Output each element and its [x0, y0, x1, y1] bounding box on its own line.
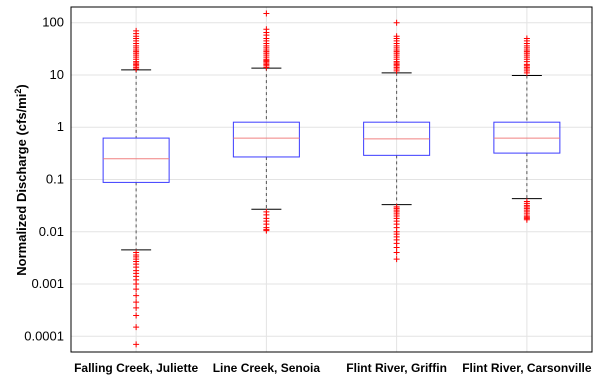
outlier-point — [263, 227, 270, 234]
outlier-point — [133, 304, 140, 311]
outlier-point — [393, 19, 400, 26]
y-tick-label: 10 — [50, 67, 64, 82]
category-labels: Falling Creek, Juliette Line Creek, Senoi… — [74, 361, 592, 375]
category-label: Falling Creek, Juliette — [74, 361, 198, 375]
y-tick-label: 0.0001 — [24, 328, 64, 343]
box-group — [232, 10, 300, 234]
outlier-point — [263, 26, 270, 33]
grid-lines — [71, 7, 592, 352]
y-tick-labels: 100 10 1 0.1 0.01 0.001 0.0001 — [24, 15, 64, 344]
outlier-point — [133, 324, 140, 331]
outlier-point — [263, 10, 270, 17]
y-tick-label: 1 — [57, 119, 64, 134]
box-group — [493, 35, 561, 223]
outlier-point — [523, 35, 530, 42]
outlier-point — [393, 256, 400, 263]
outlier-point — [133, 27, 140, 34]
category-label: Flint River, Carsonville — [462, 361, 592, 375]
outlier-point — [133, 341, 140, 348]
y-tick-label: 0.1 — [46, 172, 64, 187]
y-axis-title-sup: 2 — [13, 89, 23, 94]
outlier-point — [133, 286, 140, 293]
box-group — [102, 27, 170, 348]
outlier-point — [133, 292, 140, 299]
category-label: Line Creek, Senoia — [213, 361, 321, 375]
outlier-point — [133, 312, 140, 319]
y-axis-title: Normalized Discharge (cfs/mi2) — [13, 84, 29, 275]
outlier-point — [393, 33, 400, 40]
outlier-point — [133, 299, 140, 306]
y-tick-label: 0.001 — [31, 276, 64, 291]
y-axis-title-main: Normalized Discharge (cfs/mi — [14, 94, 29, 276]
y-tick-label: 100 — [42, 15, 64, 30]
outlier-point — [393, 244, 400, 251]
box-iqr — [102, 137, 170, 183]
category-label: Flint River, Griffin — [346, 361, 447, 375]
outlier-point — [523, 216, 530, 223]
box-iqr — [232, 121, 300, 158]
y-tick-label: 0.01 — [39, 224, 64, 239]
y-axis-title-end: ) — [14, 84, 29, 88]
box-series — [102, 10, 561, 348]
box-group — [363, 19, 431, 263]
outlier-point — [133, 281, 140, 288]
outlier-point — [393, 249, 400, 256]
plot-frame — [70, 6, 593, 353]
